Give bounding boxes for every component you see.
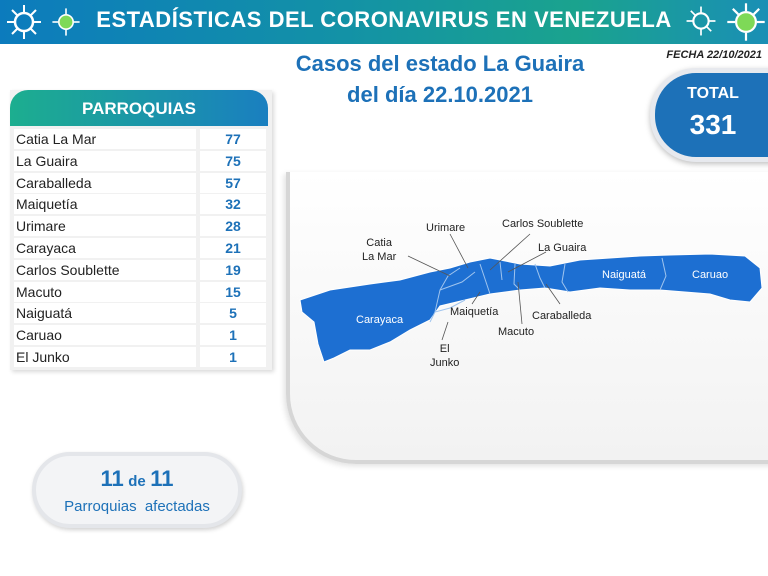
affected-total: 11 [150,466,174,491]
map-label-naiguata: Naiguatá [602,269,647,281]
total-label: TOTAL [687,85,739,102]
page-title: ESTADÍSTICAS DEL CORONAVIRUS EN VENEZUEL… [96,7,672,32]
table-row: El Junko 1 [14,346,268,368]
header-banner: ESTADÍSTICAS DEL CORONAVIRUS EN VENEZUEL… [0,0,768,44]
subtitle-line1: Casos del estado La Guaira [295,51,585,76]
map-label-maiquetia: Maiquetía [450,306,499,318]
parroquia-name: La Guaira [14,150,196,171]
parroquia-value: 1 [200,325,266,346]
parroquia-name: Urimare [14,216,196,237]
parroquia-name: Maiquetía [14,194,196,215]
total-badge: TOTAL 331 [650,68,768,162]
parroquia-value: 5 [200,303,266,324]
virus-icon [7,5,41,39]
subtitle: Casos del estado La Guaira del día 22.10… [270,48,610,110]
parroquia-name: Carlos Soublette [14,259,196,280]
map-state-shape [299,253,763,363]
table-row: Catia La Mar 77 [14,128,268,150]
parroquia-value: 19 [200,259,266,280]
total-value: 331 [689,109,737,140]
virus-icon [52,8,80,36]
parroquias-rows: Catia La Mar 77 La Guaira 75 Caraballeda 57… [14,128,268,368]
affected-summary: 11 de 11 Parroquias afectadas [32,452,242,528]
map-label-catia: Catia La Mar [362,236,396,264]
parroquia-name: Naiguatá [14,303,196,324]
table-row: Macuto 15 [14,281,268,303]
table-row: Maiquetía 32 [14,193,268,215]
parroquia-name: Macuto [14,281,196,302]
date-label: FECHA 22/10/2021 [666,49,762,61]
subtitle-line2: del día 22.10.2021 [347,82,533,107]
parroquia-name: El Junko [14,346,196,367]
virus-icon [727,3,765,41]
map-label-carayaca: Carayaca [356,314,404,326]
affected-connector: de [128,473,146,490]
table-row: Carlos Soublette 19 [14,259,268,281]
table-row: Urimare 28 [14,215,268,237]
map-label-el-junko: El Junko [430,342,459,370]
map-label-el-junko-line2: Junko [430,357,460,369]
parroquia-name: Caruao [14,325,196,346]
map-label-caraballeda: Caraballeda [532,310,592,322]
affected-count-line: 11 de 11 [36,466,238,492]
table-row: La Guaira 75 [14,150,268,172]
parroquias-header: PARROQUIAS [10,90,268,126]
la-guaira-map [299,233,763,363]
parroquia-value: 77 [200,129,266,149]
map-label-el-junko-line1: El [439,343,450,355]
map-panel: Urimare Carlos Soublette Catia La Mar La… [286,172,768,464]
parroquia-name: Caraballeda [14,172,196,193]
map-label-la-guaira: La Guaira [538,242,587,254]
parroquias-table: PARROQUIAS Catia La Mar 77 La Guaira 75 Ca… [10,90,272,370]
parroquia-name: Carayaca [14,237,196,258]
parroquia-value: 57 [200,172,266,193]
parroquia-value: 75 [200,150,266,171]
parroquia-value: 28 [200,216,266,237]
affected-count: 11 [100,466,124,491]
parroquia-value: 15 [200,281,266,302]
map-label-carlos-soublette: Carlos Soublette [502,218,584,230]
map-label-macuto: Macuto [498,326,535,338]
map-label-caruao: Caruao [692,269,729,281]
virus-icon [686,6,716,36]
parroquia-name: Catia La Mar [14,129,196,149]
table-row: Caraballeda 57 [14,172,268,194]
map-label-catia-line2: La Mar [362,251,397,263]
parroquia-value: 21 [200,237,266,258]
parroquia-value: 32 [200,194,266,215]
parroquia-value: 1 [200,346,266,367]
table-row: Naiguatá 5 [14,302,268,324]
table-row: Carayaca 21 [14,237,268,259]
map-label-urimare: Urimare [426,222,466,234]
table-row: Caruao 1 [14,324,268,346]
map-label-catia-line1: Catia [366,237,392,249]
affected-label: Parroquias afectadas [64,498,210,515]
